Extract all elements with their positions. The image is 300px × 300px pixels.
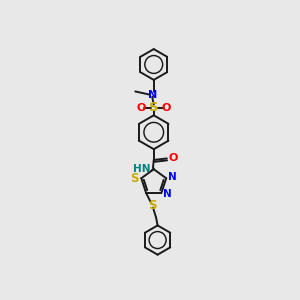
Text: S: S [130,172,139,185]
Text: O: O [137,103,146,112]
Text: O: O [161,103,171,112]
Text: N: N [163,189,172,199]
Text: N: N [168,172,176,182]
Text: S: S [149,101,159,114]
Text: S: S [148,199,157,212]
Text: N: N [148,89,157,100]
Text: HN: HN [133,164,151,174]
Text: O: O [168,153,178,164]
